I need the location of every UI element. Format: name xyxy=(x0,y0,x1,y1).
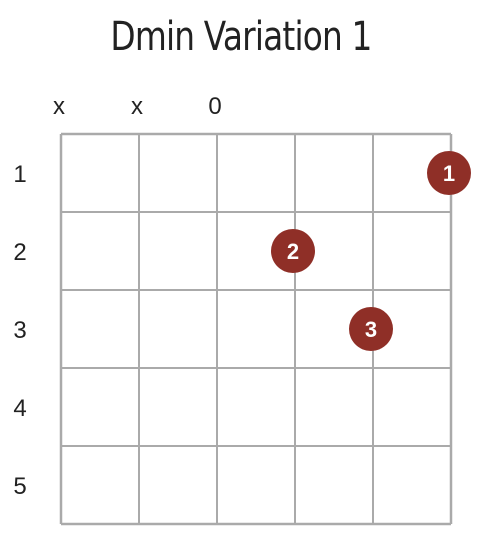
fret-label-5: 5 xyxy=(13,473,26,500)
finger-number-2: 2 xyxy=(287,239,299,264)
finger-dot-2: 2 xyxy=(271,229,315,273)
finger-dot-circle xyxy=(349,307,393,351)
string-markers: x x 0 xyxy=(53,93,222,120)
fret-label-1: 1 xyxy=(13,161,26,188)
finger-dot-1: 1 xyxy=(427,151,471,195)
finger-number-1: 1 xyxy=(443,161,455,186)
finger-dots: 1 2 3 xyxy=(271,151,471,351)
fret-label-4: 4 xyxy=(13,395,26,422)
finger-dot-circle xyxy=(271,229,315,273)
fret-label-3: 3 xyxy=(13,317,26,344)
muted-string-marker-1: x xyxy=(53,93,65,120)
finger-dot-circle xyxy=(427,151,471,195)
fret-label-2: 2 xyxy=(13,239,26,266)
muted-string-marker-2: x xyxy=(131,93,143,120)
chord-title: Dmin Variation 1 xyxy=(110,14,372,60)
finger-dot-3: 3 xyxy=(349,307,393,351)
finger-number-3: 3 xyxy=(365,317,377,342)
fret-labels: 1 2 3 4 5 xyxy=(13,161,26,500)
fretboard-grid xyxy=(59,132,453,526)
open-string-marker-3: 0 xyxy=(208,93,221,120)
